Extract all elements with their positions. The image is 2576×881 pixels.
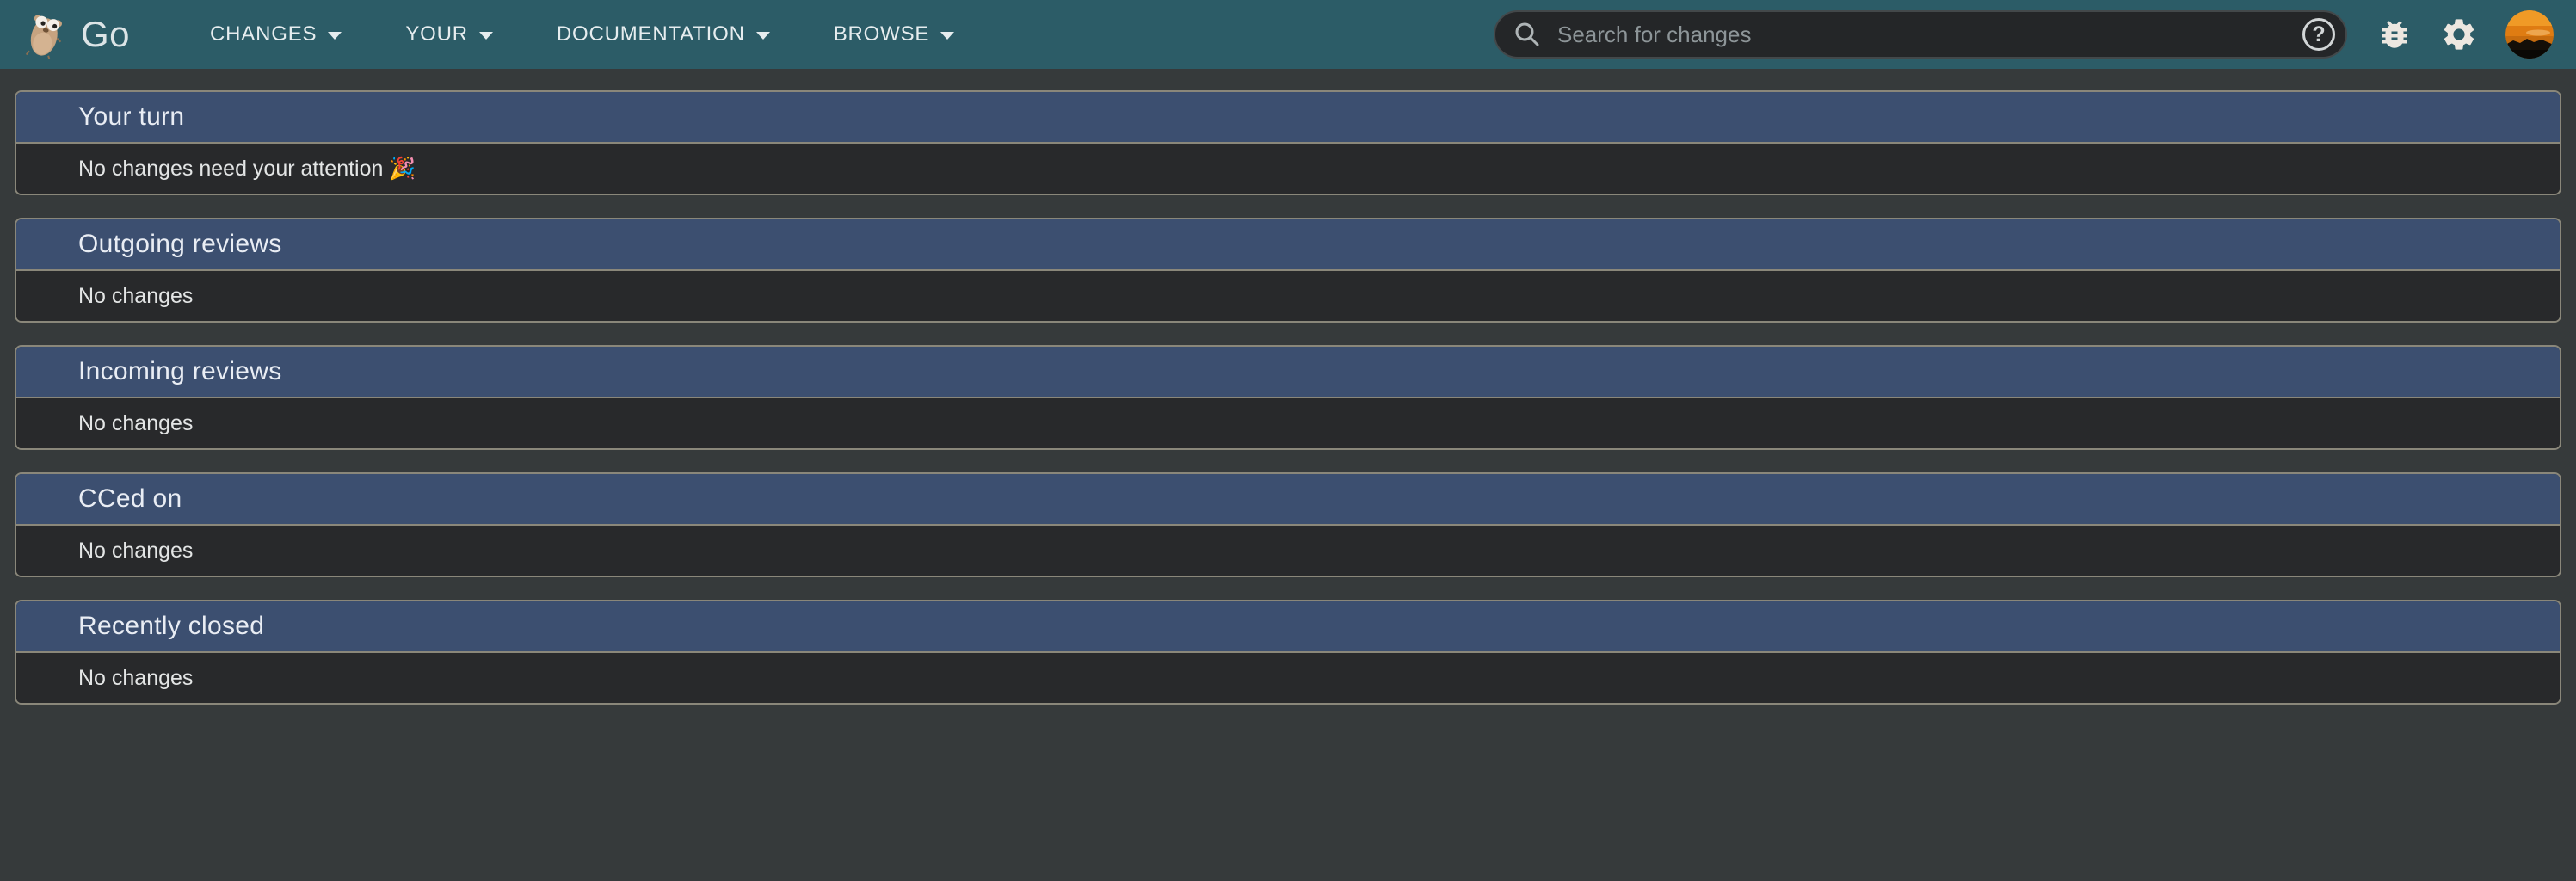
help-icon[interactable]: ? bbox=[2302, 18, 2335, 51]
section-empty-row: No changes bbox=[16, 526, 2560, 576]
search-bar[interactable]: ? bbox=[1494, 10, 2347, 59]
search-input[interactable] bbox=[1556, 20, 2302, 49]
section-empty-row: No changes need your attention 🎉 bbox=[16, 144, 2560, 194]
user-avatar[interactable] bbox=[2505, 10, 2554, 59]
section-title: Your turn bbox=[78, 102, 185, 131]
dashboard: Your turn No changes need your attention… bbox=[0, 69, 2576, 705]
section-your-turn: Your turn No changes need your attention… bbox=[15, 90, 2561, 195]
chevron-down-icon bbox=[755, 32, 770, 40]
section-outgoing-reviews: Outgoing reviews No changes bbox=[15, 218, 2561, 323]
menu-changes-label: CHANGES bbox=[210, 22, 317, 46]
main-menu: CHANGES YOUR DOCUMENTATION BROWSE bbox=[178, 0, 986, 69]
section-header: Recently closed bbox=[16, 601, 2560, 653]
menu-browse-label: BROWSE bbox=[833, 22, 930, 46]
logo-link[interactable]: Go bbox=[22, 9, 130, 59]
section-empty-text: No changes bbox=[78, 283, 194, 308]
section-empty-text: No changes need your attention 🎉 bbox=[78, 156, 416, 181]
menu-documentation-label: DOCUMENTATION bbox=[556, 22, 745, 46]
settings-gear-icon[interactable] bbox=[2440, 15, 2478, 53]
chevron-down-icon bbox=[478, 32, 493, 40]
menu-changes[interactable]: CHANGES bbox=[178, 0, 373, 69]
menu-your-label: YOUR bbox=[405, 22, 468, 46]
menu-browse[interactable]: BROWSE bbox=[802, 0, 986, 69]
avatar-sunset-image bbox=[2505, 10, 2554, 59]
section-title: CCed on bbox=[78, 484, 182, 513]
section-cced-on: CCed on No changes bbox=[15, 472, 2561, 577]
section-header: Your turn bbox=[16, 92, 2560, 144]
section-title: Recently closed bbox=[78, 612, 265, 640]
logo-text: Go bbox=[81, 14, 131, 54]
section-empty-row: No changes bbox=[16, 653, 2560, 703]
section-empty-row: No changes bbox=[16, 271, 2560, 321]
navbar-actions bbox=[2376, 10, 2554, 59]
section-empty-text: No changes bbox=[78, 410, 194, 435]
section-recently-closed: Recently closed No changes bbox=[15, 600, 2561, 705]
chevron-down-icon bbox=[940, 32, 955, 40]
section-empty-text: No changes bbox=[78, 665, 194, 690]
menu-documentation[interactable]: DOCUMENTATION bbox=[525, 0, 802, 69]
section-empty-text: No changes bbox=[78, 538, 194, 563]
bug-report-icon[interactable] bbox=[2376, 16, 2413, 52]
chevron-down-icon bbox=[328, 32, 342, 40]
section-empty-row: No changes bbox=[16, 398, 2560, 448]
section-header: Outgoing reviews bbox=[16, 219, 2560, 271]
menu-your[interactable]: YOUR bbox=[373, 0, 525, 69]
go-gopher-logo-icon bbox=[25, 15, 62, 59]
section-title: Incoming reviews bbox=[78, 357, 282, 385]
search-icon bbox=[1515, 22, 1539, 46]
section-incoming-reviews: Incoming reviews No changes bbox=[15, 345, 2561, 450]
section-header: CCed on bbox=[16, 474, 2560, 526]
section-title: Outgoing reviews bbox=[78, 230, 282, 258]
top-navbar: Go CHANGES YOUR DOCUMENTATION BROWSE ? bbox=[0, 0, 2576, 69]
section-header: Incoming reviews bbox=[16, 347, 2560, 398]
